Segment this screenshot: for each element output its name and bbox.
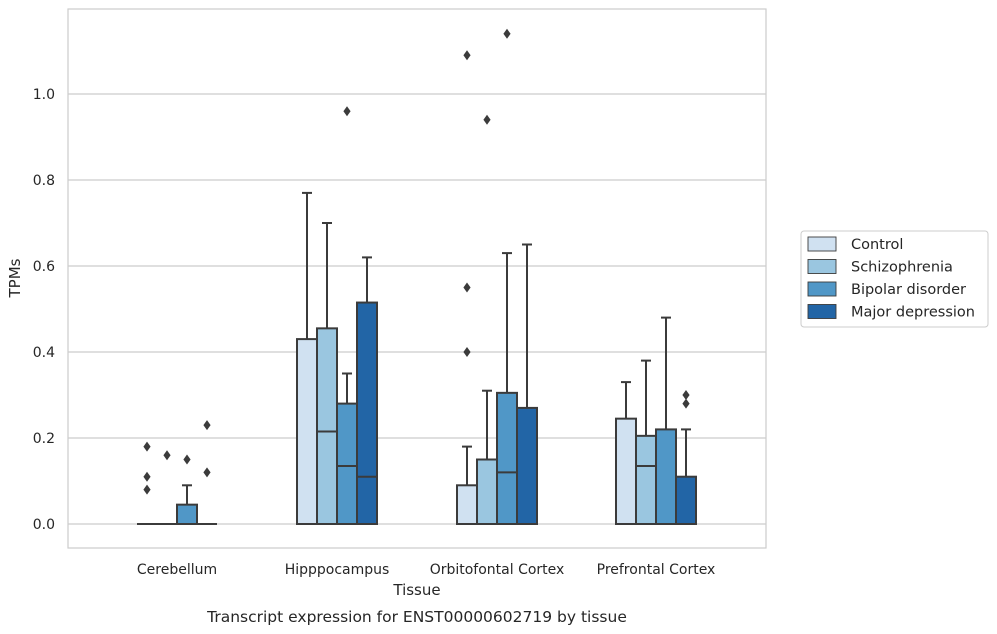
box-plot-marks [137,28,697,526]
outlier-point [143,441,151,452]
y-tick-label: 0.4 [33,345,55,361]
legend-swatch [807,281,837,297]
outlier-point [463,50,471,61]
outlier-point [682,398,690,409]
box-group [336,106,358,526]
box-body [635,434,657,526]
box-body [496,391,518,525]
x-tick-label: Cerebellum [137,562,217,578]
outlier-point [503,28,511,39]
box-body [615,417,637,525]
outlier-point [163,450,171,461]
box-body [675,475,697,526]
legend-label: Control [851,237,903,253]
y-tick-label: 0.6 [33,259,55,275]
outlier-point [463,347,471,357]
box-group [316,222,338,525]
legend-swatch [807,304,837,319]
outlier-point [203,420,211,431]
box-group [615,381,637,525]
box-group [675,390,697,526]
box-body [476,458,498,525]
box-body [316,327,338,525]
outlier-point [143,484,151,495]
box-group [356,256,378,525]
box-group [516,243,538,525]
x-tick-label: Orbitofontal Cortex [430,562,565,578]
legend: Control Schizophrenia Bipolar disorder Majo… [800,230,989,328]
legend-frame [800,230,989,328]
x-tick-label: Hipppocampus [285,562,390,578]
box-group [157,450,177,525]
box-body [356,301,378,525]
box-body [176,503,198,525]
x-tick-label: Prefrontal Cortex [597,562,716,578]
box-group [197,420,217,525]
box-group [476,114,498,525]
box-body [456,484,478,525]
y-tick-label: 0.2 [33,431,55,447]
outlier-point [682,390,690,400]
legend-swatch [807,259,837,274]
box-group [456,50,478,525]
outlier-point [463,282,471,293]
y-axis-title: TPMs [6,258,24,298]
outlier-point [483,114,491,125]
box-group [296,191,318,525]
y-tick-label: 1.0 [33,87,55,103]
box-group [137,441,157,525]
box-body [296,338,318,525]
legend-label: Bipolar disorder [851,282,966,298]
legend-swatch [807,236,837,252]
box-body [516,406,538,525]
box-group [496,28,518,525]
y-tick-label: 0.8 [33,173,55,189]
box-group [176,454,198,525]
plot-area-frame [67,8,767,549]
x-tick-labels: Cerebellum Hipppocampus Orbitofontal Corte… [137,562,715,578]
x-axis-title: Tissue [392,581,440,599]
outlier-point [183,454,191,465]
outlier-point [203,467,211,478]
y-tick-label: 0.0 [33,517,55,533]
outlier-point [343,106,351,117]
y-tick-labels: 0.0 0.2 0.4 0.6 0.8 1.0 [33,87,55,533]
box-group [635,359,657,526]
figure-caption: Transcript expression for ENST0000060271… [206,608,627,626]
legend-label: Major depression [851,305,975,321]
box-body [336,402,358,526]
legend-label: Schizophrenia [851,260,953,276]
box-group [655,316,677,525]
box-body [655,428,677,525]
outlier-point [143,471,151,482]
